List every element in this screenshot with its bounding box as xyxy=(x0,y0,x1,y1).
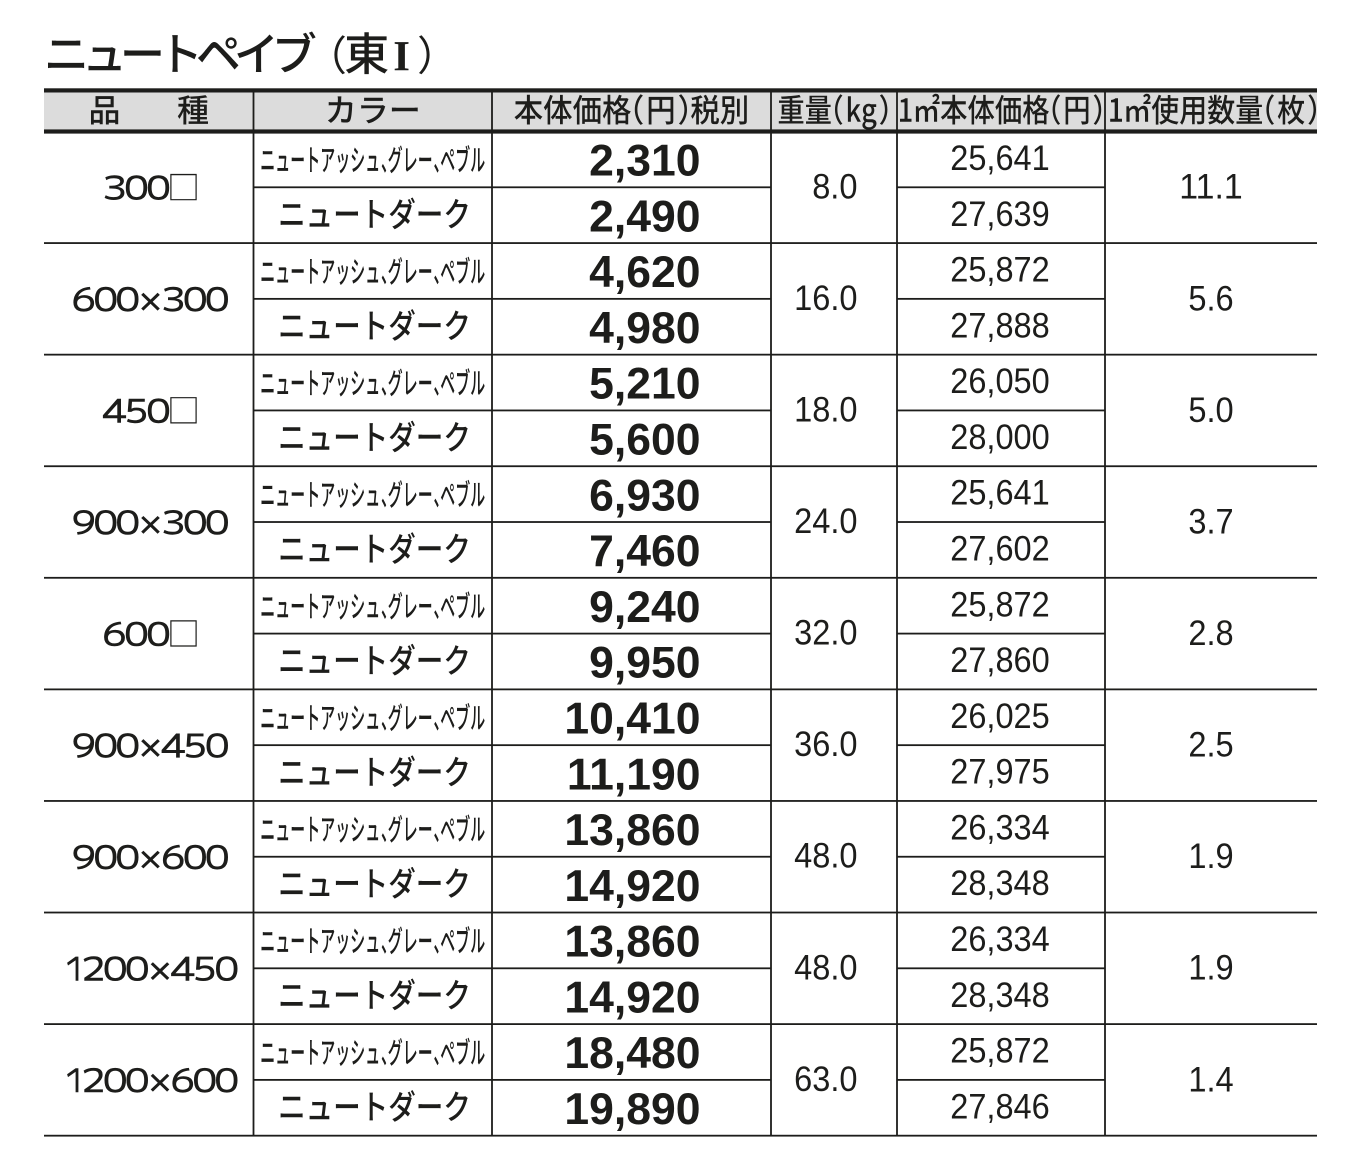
svg-text:27,860: 27,860 xyxy=(950,641,1050,680)
svg-text:13,860: 13,860 xyxy=(564,918,700,967)
svg-text:25,872: 25,872 xyxy=(950,1032,1050,1071)
svg-text:8.0: 8.0 xyxy=(812,167,857,206)
svg-text:14,920: 14,920 xyxy=(564,973,700,1022)
svg-text:1.9: 1.9 xyxy=(1188,837,1233,876)
svg-text:2,490: 2,490 xyxy=(589,192,700,241)
svg-text:27,888: 27,888 xyxy=(950,306,1050,345)
svg-text:11.1: 11.1 xyxy=(1179,168,1242,207)
svg-text:11,190: 11,190 xyxy=(567,750,701,799)
svg-text:5,600: 5,600 xyxy=(589,416,700,465)
svg-text:19,890: 19,890 xyxy=(564,1085,700,1134)
svg-text:4,620: 4,620 xyxy=(589,248,700,297)
svg-text:48.0: 48.0 xyxy=(794,948,857,987)
svg-text:26,025: 26,025 xyxy=(950,697,1050,736)
svg-text:28,348: 28,348 xyxy=(950,864,1050,903)
svg-text:9,950: 9,950 xyxy=(589,639,700,688)
svg-text:26,334: 26,334 xyxy=(950,920,1050,959)
svg-text:25,641: 25,641 xyxy=(950,474,1050,513)
svg-text:4,980: 4,980 xyxy=(589,304,700,353)
svg-text:3.7: 3.7 xyxy=(1188,502,1233,541)
svg-text:26,050: 26,050 xyxy=(950,362,1050,401)
svg-text:27,639: 27,639 xyxy=(950,195,1050,234)
svg-text:5.6: 5.6 xyxy=(1188,279,1233,318)
svg-text:48.0: 48.0 xyxy=(794,837,857,876)
svg-text:5,210: 5,210 xyxy=(589,360,700,409)
svg-text:28,000: 28,000 xyxy=(950,418,1050,457)
svg-text:16.0: 16.0 xyxy=(794,279,857,318)
svg-text:1.9: 1.9 xyxy=(1188,949,1233,988)
svg-text:18,480: 18,480 xyxy=(564,1029,700,1078)
svg-text:28,348: 28,348 xyxy=(950,976,1050,1015)
svg-text:9,240: 9,240 xyxy=(589,583,700,632)
svg-text:27,975: 27,975 xyxy=(950,753,1050,792)
svg-text:10,410: 10,410 xyxy=(564,695,700,744)
svg-text:32.0: 32.0 xyxy=(794,614,857,653)
svg-text:27,602: 27,602 xyxy=(950,530,1050,569)
svg-text:27,846: 27,846 xyxy=(950,1087,1050,1126)
svg-text:25,641: 25,641 xyxy=(950,139,1050,178)
svg-text:2.5: 2.5 xyxy=(1188,726,1233,765)
svg-text:25,872: 25,872 xyxy=(950,585,1050,624)
svg-text:5.0: 5.0 xyxy=(1188,391,1233,430)
svg-text:1.4: 1.4 xyxy=(1188,1060,1233,1099)
svg-text:2.8: 2.8 xyxy=(1188,614,1233,653)
svg-text:24.0: 24.0 xyxy=(794,502,857,541)
svg-text:25,872: 25,872 xyxy=(950,251,1050,290)
svg-text:26,334: 26,334 xyxy=(950,808,1050,847)
svg-text:14,920: 14,920 xyxy=(564,862,700,911)
svg-text:18.0: 18.0 xyxy=(794,390,857,429)
svg-text:6,930: 6,930 xyxy=(589,471,700,520)
svg-text:7,460: 7,460 xyxy=(589,527,700,576)
svg-text:2,310: 2,310 xyxy=(589,137,700,186)
svg-text:13,860: 13,860 xyxy=(564,806,700,855)
svg-text:36.0: 36.0 xyxy=(794,725,857,764)
svg-text:63.0: 63.0 xyxy=(794,1060,857,1099)
